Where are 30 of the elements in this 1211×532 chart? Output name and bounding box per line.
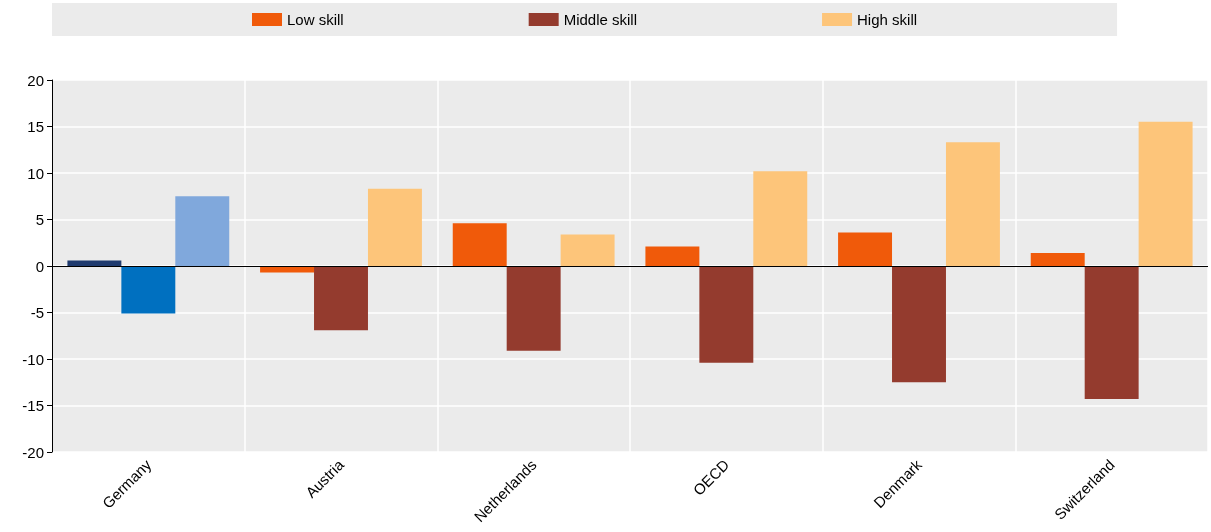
bar xyxy=(67,260,122,266)
bar xyxy=(753,171,808,266)
bar xyxy=(452,223,507,266)
y-tick-label: -20 xyxy=(22,443,44,461)
bar xyxy=(1138,121,1193,266)
y-tick-label: 15 xyxy=(27,118,44,135)
y-tick-label: -15 xyxy=(22,397,44,414)
bar xyxy=(506,266,561,351)
y-tick-label: 5 xyxy=(35,211,44,228)
bar xyxy=(1084,266,1139,399)
y-tick-label: -5 xyxy=(30,304,44,321)
bar xyxy=(892,266,946,383)
bar xyxy=(945,142,1000,266)
bar xyxy=(699,266,754,363)
y-tick-label: 10 xyxy=(27,164,44,182)
legend-label: Low skill xyxy=(287,11,344,28)
bar xyxy=(260,266,315,273)
bar xyxy=(314,266,368,331)
bar xyxy=(645,246,700,266)
bar xyxy=(560,234,615,266)
y-tick-label: -10 xyxy=(22,350,44,368)
legend-label: High skill xyxy=(857,11,918,28)
bar xyxy=(1030,252,1085,266)
y-tick-label: 0 xyxy=(35,257,44,275)
bar xyxy=(121,266,176,314)
y-tick-label: 20 xyxy=(27,71,44,89)
bar xyxy=(367,188,422,266)
legend-label: Middle skill xyxy=(563,11,638,28)
bar xyxy=(838,232,893,266)
bar xyxy=(175,196,230,266)
